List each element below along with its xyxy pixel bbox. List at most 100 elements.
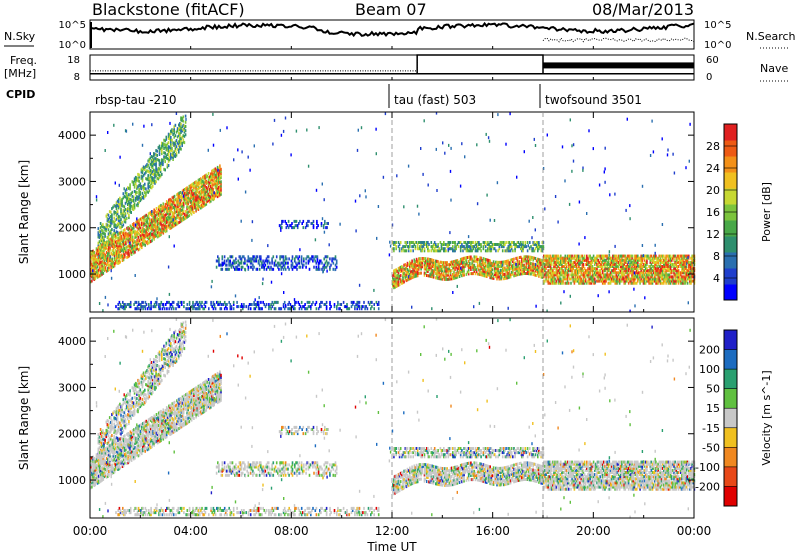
power-echo-cell <box>406 278 409 282</box>
power-echo-cell <box>509 273 512 277</box>
power-echo-cell <box>249 265 252 269</box>
power-echo-cell <box>115 230 118 234</box>
power-echo-cell <box>489 274 491 277</box>
power-echo-cell <box>418 257 420 261</box>
power-echo-cell <box>489 263 491 267</box>
power-echo-cell <box>129 193 131 197</box>
power-echo-cell <box>564 281 567 285</box>
power-echo-cell <box>214 167 217 171</box>
power-echo-cell <box>155 165 157 169</box>
noise-sky-trace <box>89 21 695 38</box>
power-echo-cell <box>181 125 183 129</box>
power-echo-cell <box>206 189 209 193</box>
power-echo-cell <box>156 212 159 216</box>
power-echo-cell <box>116 212 119 216</box>
power-echo-cell <box>90 253 92 257</box>
power-echo-cell <box>656 281 658 285</box>
power-echo-cell <box>480 249 482 253</box>
power-echo-cell <box>623 273 625 277</box>
power-echo-cell <box>283 259 286 263</box>
power-echo-cell <box>623 279 625 283</box>
power-echo-cell <box>654 279 656 283</box>
power-echo-cell <box>145 170 147 174</box>
power-echo-cell <box>103 225 105 229</box>
power-echo-cell <box>193 211 195 214</box>
power-echo-cell <box>149 183 152 187</box>
power-echo-cell <box>397 283 400 287</box>
power-echo-cell <box>431 269 434 273</box>
power-echo-cell <box>558 279 561 283</box>
power-echo-cell <box>96 269 99 273</box>
power-echo-cell <box>461 245 463 249</box>
power-echo-cell <box>444 275 446 279</box>
power-echo-cell <box>239 257 242 261</box>
power-echo-cell <box>614 281 616 285</box>
power-echo-cell <box>396 273 399 277</box>
power-echo-cell <box>666 254 668 258</box>
power-echo-cell <box>556 256 559 260</box>
power-echo-cell <box>607 262 610 266</box>
power-echo-cell <box>402 266 404 270</box>
power-echo-cell <box>553 275 555 279</box>
power-echo-cell <box>97 231 100 235</box>
power-echo-cell <box>516 241 519 244</box>
power-echo-cell <box>410 272 412 276</box>
power-echo-cell <box>167 220 169 224</box>
power-echo-cell <box>506 268 508 272</box>
power-echo-cell <box>690 262 692 266</box>
power-echo-cell <box>148 238 151 242</box>
power-echo-cell <box>447 277 450 281</box>
power-echo-cell <box>96 259 99 263</box>
power-echo-cell <box>586 273 588 277</box>
power-echo-cell <box>435 249 437 253</box>
power-echo-cell <box>496 262 498 266</box>
power-echo-cell <box>507 267 510 271</box>
power-echo-cell <box>565 273 568 277</box>
power-echo-cell <box>547 258 550 262</box>
power-echo-cell <box>638 271 640 275</box>
power-echo-cell <box>657 256 659 260</box>
power-echo-cell <box>175 145 178 149</box>
power-echo-cell <box>579 275 581 279</box>
power-echo-cell <box>113 251 116 255</box>
power-echo-cell <box>198 186 201 190</box>
power-echo-cell <box>165 206 168 210</box>
power-echo-cell <box>677 277 680 281</box>
power-echo-cell <box>132 195 135 199</box>
power-echo-cell <box>404 249 407 253</box>
power-echo-cell <box>223 261 226 265</box>
power-echo-cell <box>474 255 477 259</box>
power-echo-cell <box>682 281 684 285</box>
power-echo-cell <box>595 267 597 271</box>
power-echo-cell <box>537 268 539 272</box>
power-echo-cell <box>120 245 123 249</box>
power-echo-cell <box>163 138 165 142</box>
power-echo-cell <box>165 229 168 233</box>
power-echo-cell <box>92 262 94 266</box>
power-echo-cell <box>202 179 204 183</box>
power-echo-cell <box>663 269 665 273</box>
power-echo-cell <box>100 263 102 266</box>
power-echo-cell <box>287 261 289 265</box>
power-echo-cell <box>173 144 175 147</box>
power-echo-cell <box>688 277 690 281</box>
power-echo-cell <box>509 249 512 253</box>
power-echo-cell <box>240 265 243 269</box>
power-echo-cell <box>113 256 116 259</box>
power-echo-cell <box>548 275 551 279</box>
power-echo-cell <box>416 259 419 263</box>
power-echo-cell <box>507 245 510 249</box>
power-echo-cell <box>154 158 156 162</box>
power-echo-cell <box>582 277 585 281</box>
power-echo-cell <box>208 181 211 185</box>
power-echo-cell <box>194 199 196 203</box>
power-echo-cell <box>600 265 603 268</box>
power-echo-cell <box>625 260 628 264</box>
power-echo-cell <box>180 192 183 196</box>
power-echo-cell <box>456 275 459 279</box>
power-echo-cell <box>659 281 662 285</box>
power-echo-cell <box>102 241 104 245</box>
power-echo-cell <box>467 241 470 244</box>
power-echo-cell <box>393 284 395 288</box>
power-echo-cell <box>623 281 625 285</box>
